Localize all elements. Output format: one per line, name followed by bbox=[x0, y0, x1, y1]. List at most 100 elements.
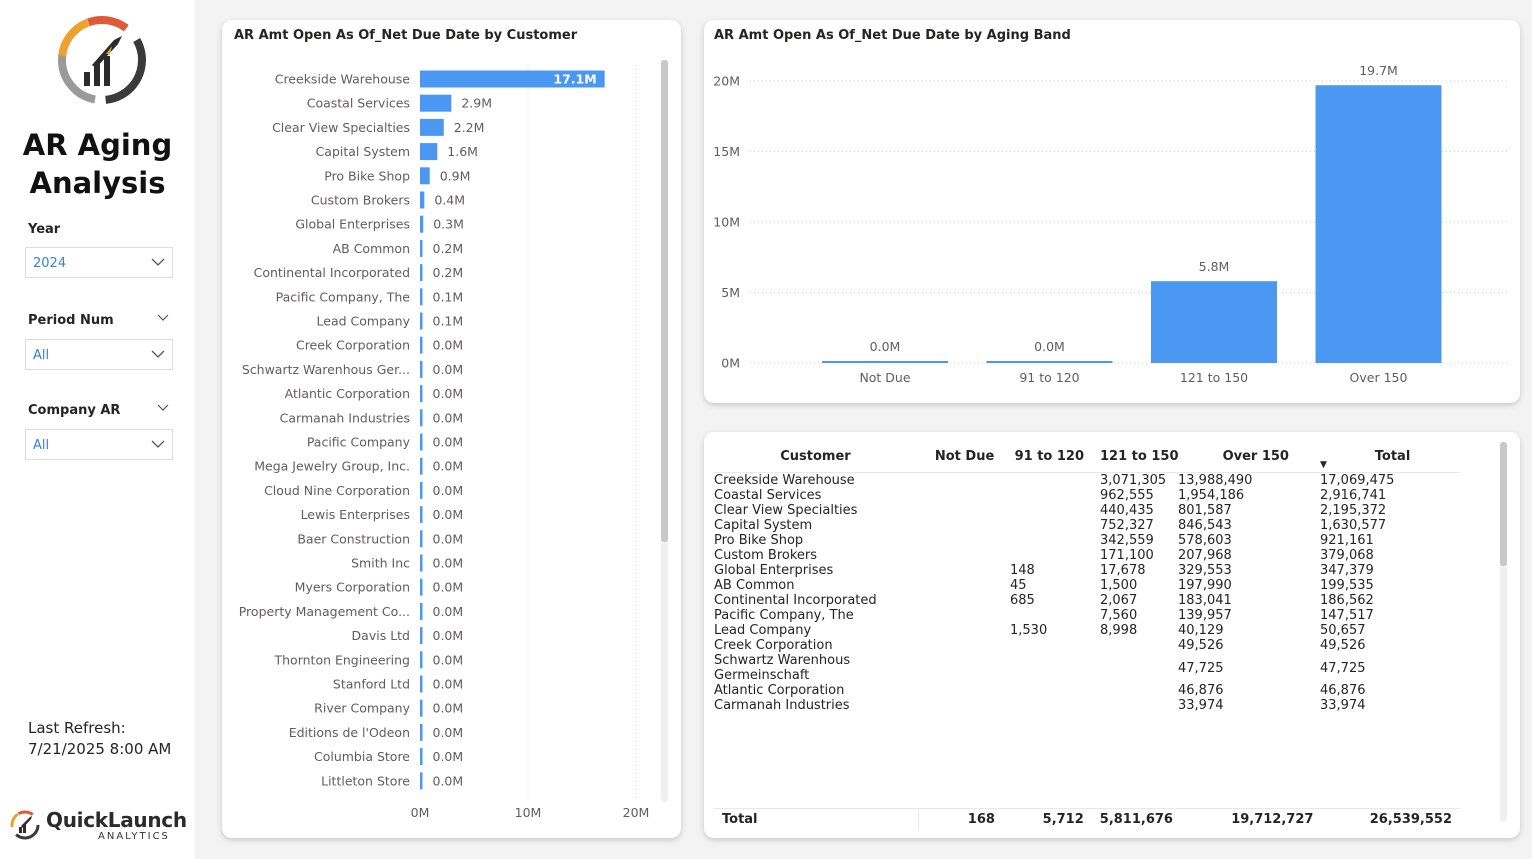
aging-band-chart-card[interactable]: AR Amt Open As Of_Net Due Date by Aging … bbox=[704, 20, 1520, 403]
cell-value: 342,559 bbox=[1100, 533, 1154, 548]
cell-customer: Atlantic Corporation bbox=[714, 683, 845, 698]
table-row[interactable]: Pacific Company, The 7,560 139,957 147,517 bbox=[714, 608, 1460, 623]
cell-value: 33,974 bbox=[1178, 698, 1224, 713]
data-label: 0.0M bbox=[433, 362, 464, 377]
customer-bar[interactable] bbox=[420, 578, 423, 596]
table-row[interactable]: Lead Company 1,530 8,998 40,129 50,657 bbox=[714, 623, 1460, 638]
customer-bar[interactable] bbox=[420, 651, 423, 669]
customer-bar[interactable] bbox=[420, 70, 605, 88]
aging-bar[interactable] bbox=[822, 361, 948, 363]
category-label: Carmanah Industries bbox=[280, 410, 410, 425]
table-row[interactable]: AB Common 45 1,500 197,990 199,535 bbox=[714, 578, 1460, 593]
table-row[interactable]: Creek Corporation 49,526 49,526 bbox=[714, 638, 1460, 653]
customer-bar[interactable] bbox=[420, 433, 423, 451]
company-slicer-dropdown[interactable]: All bbox=[25, 429, 173, 460]
table-row[interactable]: Carmanah Industries 33,974 33,974 bbox=[714, 698, 1460, 713]
data-label: 0.0M bbox=[433, 749, 464, 764]
customer-chart-scrollbar[interactable] bbox=[661, 60, 668, 802]
data-label: 0.4M bbox=[434, 193, 465, 208]
customer-bar[interactable] bbox=[420, 457, 423, 475]
customer-bar[interactable] bbox=[420, 506, 423, 524]
customer-bar[interactable] bbox=[420, 288, 423, 306]
customer-chart-scroll-thumb[interactable] bbox=[661, 60, 668, 542]
category-label: Stanford Ltd bbox=[333, 677, 410, 692]
customer-bar[interactable] bbox=[420, 675, 423, 693]
category-label: Baer Construction bbox=[297, 531, 410, 546]
customer-bar-chart[interactable]: Creekside Warehouse 17.1M Coastal Services… bbox=[222, 20, 681, 838]
x-tick-label: 0M bbox=[411, 805, 430, 820]
customer-bar[interactable] bbox=[420, 94, 452, 112]
table-row[interactable]: Custom Brokers 171,100 207,968 379,068 bbox=[714, 548, 1460, 563]
customer-bar[interactable] bbox=[420, 723, 423, 741]
column-header-121-150[interactable]: 121 to 150 bbox=[1092, 442, 1187, 473]
customer-bar[interactable] bbox=[420, 167, 430, 185]
aging-bar[interactable] bbox=[986, 361, 1113, 363]
customer-bar[interactable] bbox=[420, 118, 444, 136]
customer-bar[interactable] bbox=[420, 409, 423, 427]
customer-bar[interactable] bbox=[420, 191, 425, 209]
aging-matrix-card[interactable]: Customer Not Due 91 to 120 121 to 150 Ov… bbox=[704, 432, 1520, 838]
cell-value bbox=[924, 578, 1010, 593]
category-label: Columbia Store bbox=[314, 749, 410, 764]
customer-bar[interactable] bbox=[420, 481, 423, 499]
customer-bar[interactable] bbox=[420, 530, 423, 548]
customer-bar[interactable] bbox=[420, 312, 423, 330]
table-row[interactable]: Creekside Warehouse 3,071,305 13,988,490 17… bbox=[714, 473, 1460, 488]
data-label: 1.6M bbox=[447, 144, 478, 159]
cell-value: 33,974 bbox=[1320, 698, 1366, 713]
aging-bar[interactable] bbox=[1315, 85, 1442, 363]
chevron-down-icon[interactable] bbox=[157, 313, 169, 323]
year-slicer-dropdown[interactable]: 2024 bbox=[25, 247, 173, 278]
report-title: AR Aging Analysis bbox=[22, 128, 173, 200]
table-scroll-thumb[interactable] bbox=[1500, 442, 1507, 566]
column-header-customer[interactable]: Customer bbox=[714, 442, 917, 473]
y-tick-label: 5M bbox=[721, 285, 740, 300]
column-header-not-due[interactable]: Not Due bbox=[916, 442, 1003, 473]
table-row[interactable]: Continental Incorporated 685 2,067 183,041 1… bbox=[714, 593, 1460, 608]
table-scrollbar[interactable] bbox=[1500, 442, 1507, 822]
table-row[interactable]: Schwartz Warenhous Germeinschaft 47,725 47… bbox=[714, 653, 1460, 683]
data-label: 17.1M bbox=[553, 72, 596, 87]
column-header-total[interactable]: Total bbox=[1325, 442, 1460, 473]
customer-bar[interactable] bbox=[420, 385, 423, 403]
customer-bar[interactable] bbox=[420, 602, 423, 620]
period-slicer-dropdown[interactable]: All bbox=[25, 339, 173, 370]
customer-bar[interactable] bbox=[420, 772, 423, 790]
customer-bar[interactable] bbox=[420, 143, 438, 161]
cell-value: 921,161 bbox=[1320, 533, 1374, 548]
customer-bar[interactable] bbox=[420, 627, 423, 645]
cell-value: 2,195,372 bbox=[1320, 503, 1387, 518]
cell-value bbox=[924, 593, 1010, 608]
column-header-over-150[interactable]: Over 150 bbox=[1186, 442, 1326, 473]
customer-bar[interactable] bbox=[420, 748, 423, 766]
cell-value: 47,725 bbox=[1178, 660, 1224, 676]
column-header-91-120[interactable]: 91 to 120 bbox=[1002, 442, 1093, 473]
category-label: Pro Bike Shop bbox=[324, 168, 410, 183]
aging-matrix-body: Creekside Warehouse 3,071,305 13,988,490 17… bbox=[704, 473, 1464, 805]
aging-bar[interactable] bbox=[1151, 281, 1277, 363]
chevron-down-icon[interactable] bbox=[157, 403, 169, 413]
category-label: Lead Company bbox=[317, 314, 411, 329]
category-label: Littleton Store bbox=[321, 773, 410, 788]
category-label: Custom Brokers bbox=[311, 193, 410, 208]
customer-bar[interactable] bbox=[420, 699, 423, 717]
cell-value: 46,876 bbox=[1320, 683, 1366, 698]
table-row[interactable]: Global Enterprises 148 17,678 329,553 347,37… bbox=[714, 563, 1460, 578]
customer-chart-title: AR Amt Open As Of_Net Due Date by Custom… bbox=[234, 28, 578, 43]
customer-bar[interactable] bbox=[420, 215, 424, 233]
data-label: 5.8M bbox=[1199, 259, 1230, 274]
customer-bar-chart-card[interactable]: AR Amt Open As Of_Net Due Date by Custom… bbox=[222, 20, 681, 838]
customer-bar[interactable] bbox=[420, 239, 423, 257]
table-row[interactable]: Coastal Services 962,555 1,954,186 2,916,74… bbox=[714, 488, 1460, 503]
aging-band-chart[interactable]: 0M 5M 10M 15M 20M 0.0M Not Due 0.0M 91 to 120 5.8… bbox=[704, 20, 1520, 403]
cell-value: 379,068 bbox=[1320, 548, 1374, 563]
customer-bar[interactable] bbox=[420, 360, 423, 378]
table-row[interactable]: Clear View Specialties 440,435 801,587 2,19… bbox=[714, 503, 1460, 518]
cell-value: 801,587 bbox=[1178, 503, 1232, 518]
customer-bar[interactable] bbox=[420, 554, 423, 572]
customer-bar[interactable] bbox=[420, 336, 423, 354]
table-row[interactable]: Pro Bike Shop 342,559 578,603 921,161 bbox=[714, 533, 1460, 548]
table-row[interactable]: Capital System 752,327 846,543 1,630,577 bbox=[714, 518, 1460, 533]
table-row[interactable]: Atlantic Corporation 46,876 46,876 bbox=[714, 683, 1460, 698]
customer-bar[interactable] bbox=[420, 264, 423, 282]
